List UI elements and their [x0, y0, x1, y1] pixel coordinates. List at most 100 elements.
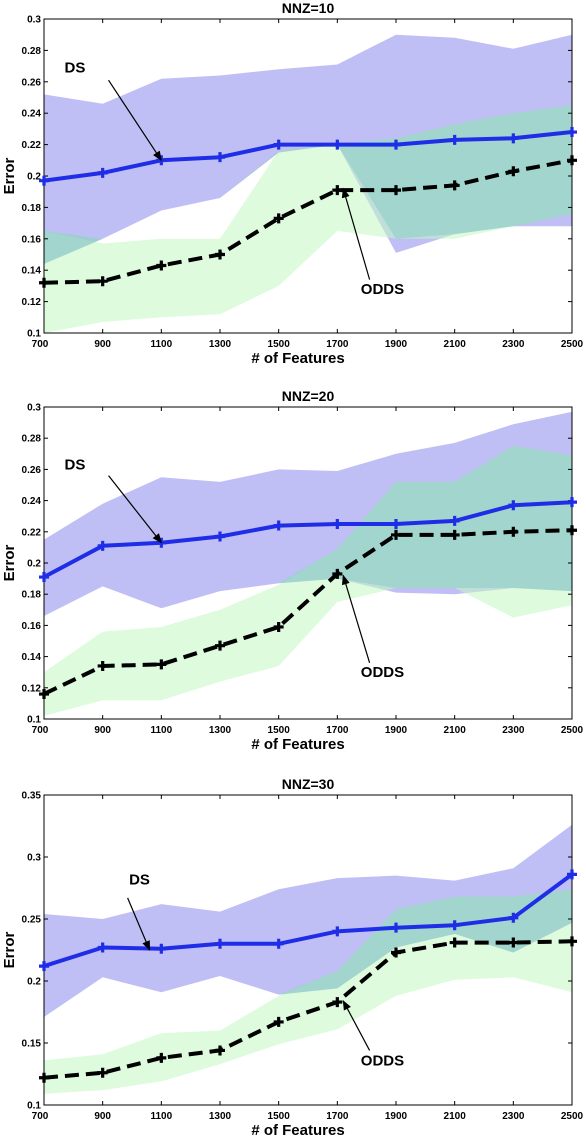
annotation-arrow-odds [342, 999, 371, 1051]
annotation-arrow-ds [108, 79, 162, 162]
x-tick-label: 700 [32, 339, 49, 350]
data-point-ds [156, 943, 167, 954]
x-tick-label: 1500 [268, 725, 291, 736]
y-tick-label: 0.3 [27, 853, 41, 864]
chart-title: NNZ=10 [282, 0, 335, 16]
data-point-odds [332, 185, 343, 196]
data-point-odds [215, 640, 225, 651]
data-point-odds [332, 997, 343, 1008]
y-tick-label: 0.25 [22, 915, 42, 926]
y-tick-label: 0.24 [22, 109, 42, 120]
data-point-odds [449, 180, 460, 191]
data-point-odds [567, 155, 577, 166]
x-tick-label: 1100 [150, 339, 172, 350]
data-point-odds [97, 276, 108, 287]
data-point-odds [391, 185, 401, 196]
x-tick-label: 1300 [209, 339, 232, 350]
x-tick-label: 2500 [561, 1111, 584, 1122]
data-point-ds [508, 133, 519, 144]
x-tick-label: 2500 [561, 725, 584, 736]
panel-1: 700 900 1100 1300 1500 1700 1900 2100 2300 2500 0.… [1, 0, 584, 367]
panel-2: 700 900 1100 1300 1500 1700 1900 2100 2300 2500 0.… [1, 388, 584, 753]
data-point-ds [567, 127, 577, 138]
data-point-odds [156, 260, 167, 271]
annotation-ds: DS [129, 871, 150, 888]
x-tick-label: 900 [94, 725, 111, 736]
annotation-arrow-ds [108, 475, 162, 544]
x-tick-label: 1900 [385, 1111, 408, 1122]
band-ds [44, 824, 572, 1017]
y-tick-label: 0.1 [27, 1101, 41, 1112]
series-line-odds [44, 939, 572, 1080]
y-tick-label: 0.26 [22, 465, 42, 476]
data-point-ds [215, 152, 225, 163]
annotation-odds: ODDS [361, 1052, 404, 1069]
data-point-ds [39, 175, 49, 186]
x-tick-label: 2300 [502, 1111, 525, 1122]
data-point-odds [567, 525, 577, 536]
band-overlap [44, 889, 572, 1017]
panel-3: 700 900 1100 1300 1500 1700 1900 2100 2300 2500 0.… [1, 776, 584, 1139]
x-tick-label: 1100 [150, 1111, 172, 1122]
x-tick-label: 1700 [326, 725, 349, 736]
data-point-ds [567, 869, 577, 880]
x-axis-label: # of Features [251, 1122, 344, 1138]
data-point-odds [508, 166, 519, 177]
y-axis-label: Error [1, 932, 18, 969]
y-tick-label: 0.14 [22, 652, 42, 663]
data-point-odds [273, 213, 284, 224]
x-axis-label: # of Features [251, 736, 344, 753]
data-point-odds [39, 1072, 49, 1083]
x-tick-label: 1500 [268, 1111, 291, 1122]
data-point-ds [449, 134, 460, 145]
annotation-ds: DS [65, 456, 86, 473]
y-tick-label: 0.12 [22, 297, 42, 308]
y-tick-label: 0.1 [27, 329, 41, 340]
band-layer [44, 34, 572, 333]
data-point-ds [332, 519, 343, 529]
x-tick-label: 1500 [268, 339, 291, 350]
data-point-odds [156, 1052, 167, 1063]
chart-title: NNZ=30 [282, 776, 335, 792]
y-tick-label: 0.15 [22, 1039, 42, 1050]
x-tick-label: 1900 [385, 725, 408, 736]
x-axis-label: # of Features [251, 350, 344, 367]
data-point-odds [97, 1067, 108, 1078]
y-tick-label: 0.14 [22, 266, 42, 277]
annotation-odds: ODDS [361, 281, 404, 298]
data-point-ds [508, 912, 519, 923]
band-layer [44, 824, 572, 1094]
series-line-ds [44, 872, 572, 969]
x-tick-label: 1700 [326, 1111, 349, 1122]
x-tick-label: 2100 [444, 725, 467, 736]
y-tick-label: 0.22 [22, 140, 42, 151]
data-point-odds [508, 526, 519, 537]
y-tick-label: 0.18 [22, 590, 42, 601]
y-tick-label: 0.22 [22, 527, 42, 538]
chart-title: NNZ=20 [282, 388, 335, 404]
y-tick-label: 0.16 [22, 234, 42, 245]
x-tick-label: 2300 [502, 339, 525, 350]
data-point-odds [273, 1016, 284, 1027]
data-point-odds [391, 529, 401, 540]
y-tick-label: 0.3 [27, 15, 41, 26]
y-tick-label: 0.35 [22, 791, 42, 802]
axes-frame [43, 794, 573, 1106]
data-point-odds [332, 568, 343, 579]
data-point-ds [215, 938, 225, 949]
data-point-odds [39, 277, 49, 288]
y-tick-label: 0.3 [27, 403, 41, 414]
series-layer [44, 500, 572, 696]
data-point-ds [391, 519, 401, 529]
data-point-ds [332, 926, 343, 937]
y-tick-label: 0.18 [22, 203, 42, 214]
series-layer [44, 130, 572, 285]
series-line-odds [44, 528, 572, 696]
data-point-ds [97, 167, 108, 178]
x-tick-label: 700 [32, 1111, 49, 1122]
y-tick-label: 0.16 [22, 621, 42, 632]
series-line-ds [44, 500, 572, 579]
band-overlap [44, 105, 572, 264]
y-tick-label: 0.2 [27, 172, 41, 183]
